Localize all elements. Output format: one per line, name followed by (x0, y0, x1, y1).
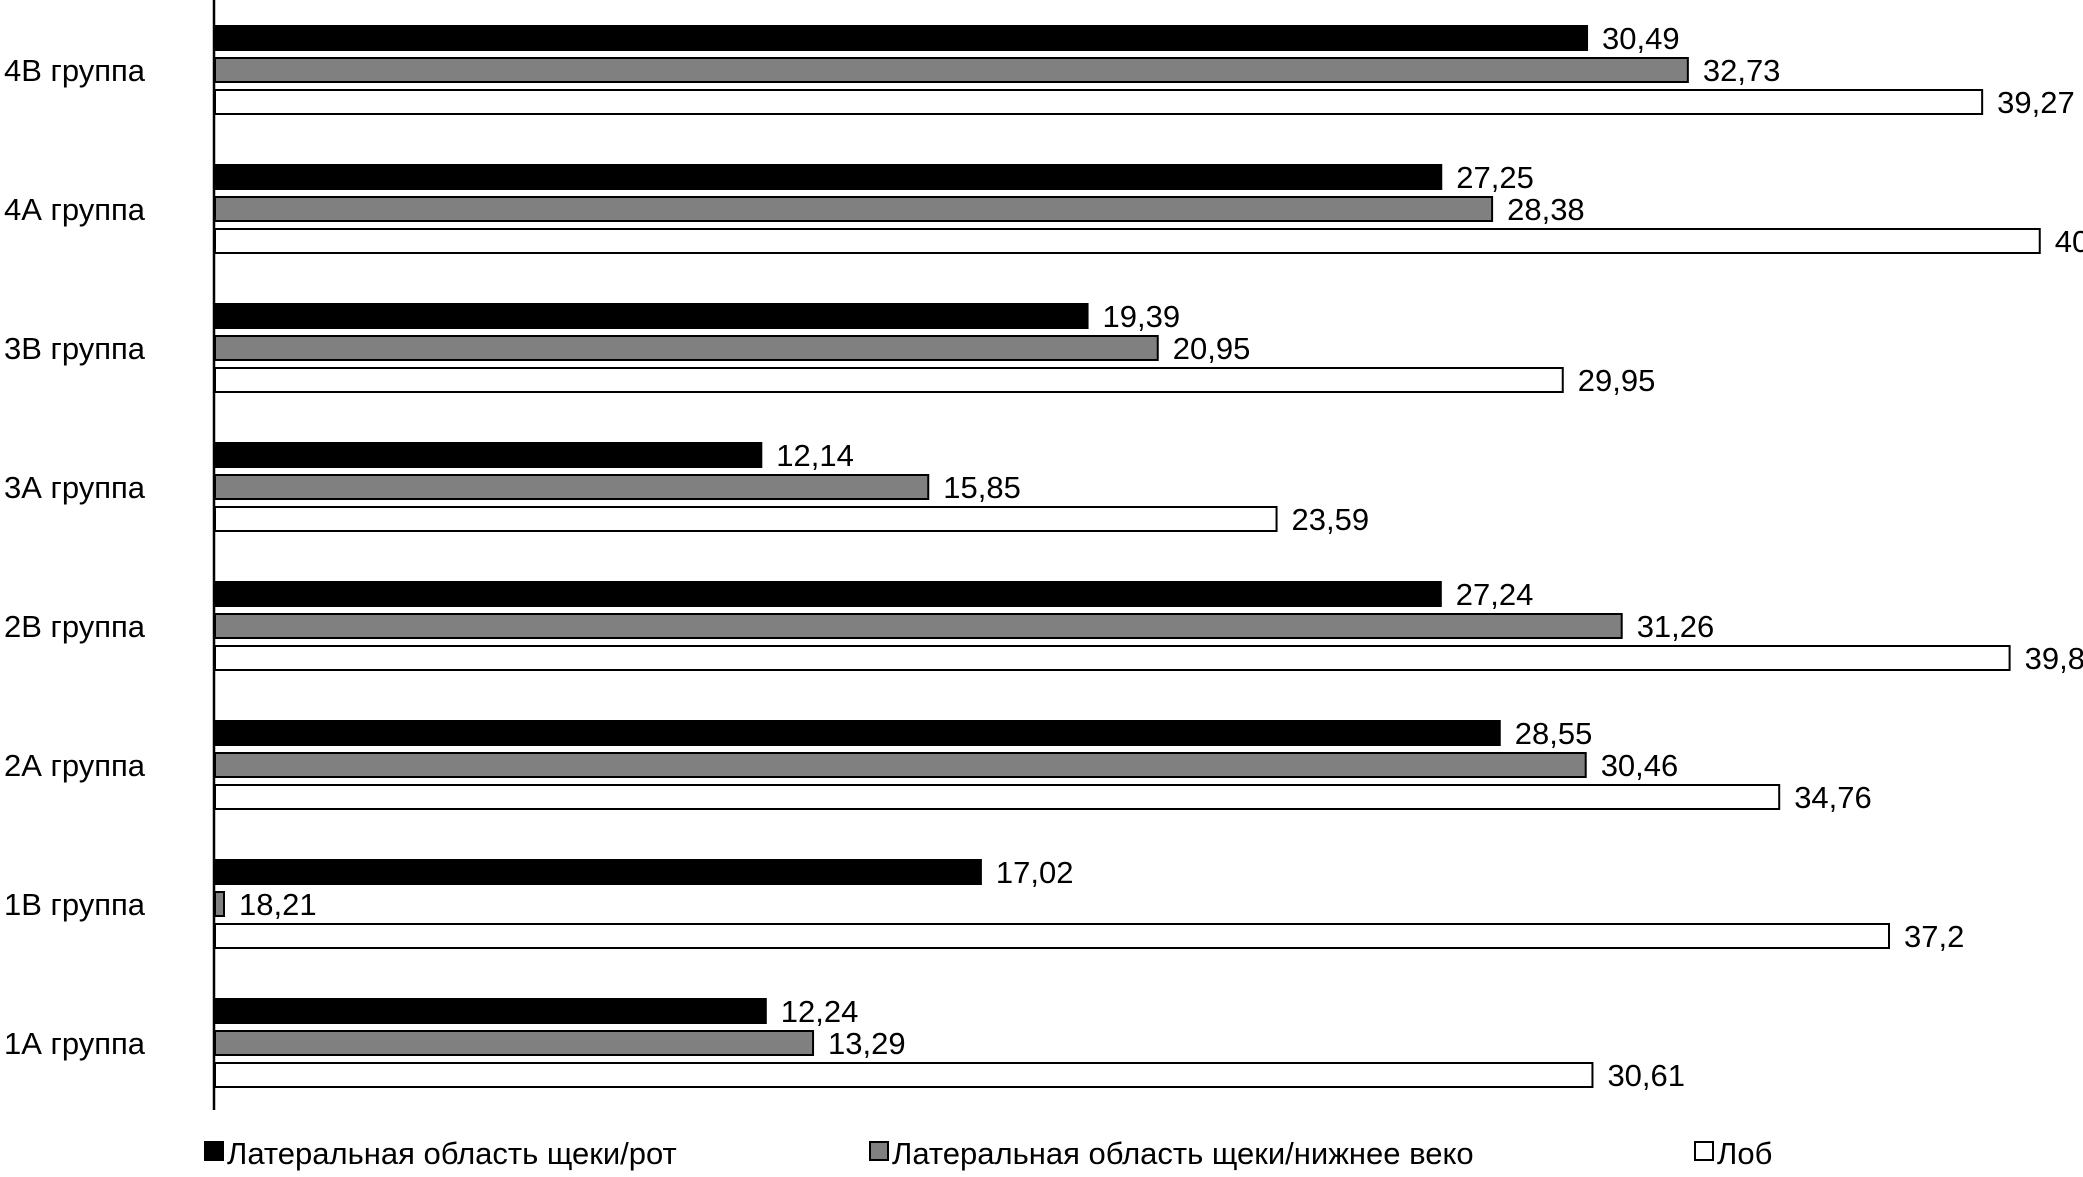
data-label: 20,95 (1173, 331, 1251, 366)
bar (214, 506, 1278, 532)
category-label: 3В группа (4, 331, 146, 366)
category-label: 2А группа (4, 748, 146, 783)
bar (214, 335, 1159, 361)
category-label: 2В группа (4, 609, 146, 644)
bar (214, 1062, 1594, 1088)
data-label: 12,14 (776, 438, 854, 473)
legend-label: Лоб (1717, 1136, 1772, 1171)
data-label: 19,39 (1103, 299, 1181, 334)
legend-label: Латеральная область щеки/рот (227, 1136, 677, 1171)
bar (214, 164, 1443, 190)
data-label: 15,85 (943, 470, 1021, 505)
data-label: 27,24 (1456, 577, 1534, 612)
bar (214, 859, 982, 885)
bar (214, 784, 1781, 810)
bar (214, 998, 767, 1024)
bar (214, 303, 1089, 329)
data-label: 30,49 (1602, 21, 1680, 56)
legend-swatch (869, 1141, 889, 1161)
bar (214, 228, 2041, 254)
category-label: 1А группа (4, 1026, 146, 1061)
data-label: 13,29 (828, 1026, 906, 1061)
category-label: 4В группа (4, 53, 146, 88)
category-label: 3А группа (4, 470, 146, 505)
bar (214, 891, 225, 917)
data-label: 28,55 (1515, 716, 1593, 751)
data-label: 39,88 (2025, 641, 2083, 676)
category-labels-layer: 4В группа 4А группа 3В группа 3А группа 2В г… (4, 53, 146, 1061)
bars-layer (214, 25, 2041, 1088)
bar (214, 442, 763, 468)
category-label: 1В группа (4, 887, 146, 922)
bar (214, 89, 1984, 115)
bar (214, 752, 1587, 778)
category-label: 4А группа (4, 192, 146, 227)
legend-label: Латеральная область щеки/нижнее веко (892, 1136, 1474, 1171)
bar (214, 474, 930, 500)
data-label: 32,73 (1703, 53, 1781, 88)
bar (214, 720, 1501, 746)
bar (214, 645, 2011, 671)
data-label: 37,2 (1904, 919, 1964, 954)
legend-swatch (1694, 1141, 1714, 1161)
data-label: 40,55 (2055, 224, 2083, 259)
bar (214, 196, 1494, 222)
bar (214, 1030, 815, 1056)
bar (214, 581, 1442, 607)
data-label: 18,21 (239, 887, 317, 922)
data-label: 30,61 (1607, 1058, 1685, 1093)
data-label: 17,02 (996, 855, 1074, 890)
bar (214, 57, 1689, 83)
bar (214, 25, 1589, 51)
data-label: 30,46 (1601, 748, 1679, 783)
data-label: 31,26 (1637, 609, 1715, 644)
legend: Латеральная область щеки/рот Латеральная … (204, 1136, 1772, 1171)
data-label: 27,25 (1456, 160, 1534, 195)
data-label: 12,24 (781, 994, 859, 1029)
data-label: 29,95 (1578, 363, 1656, 398)
legend-swatch (204, 1141, 224, 1161)
data-label: 28,38 (1507, 192, 1585, 227)
data-label: 34,76 (1794, 780, 1872, 815)
bar (214, 367, 1564, 393)
bar (214, 613, 1623, 639)
bar (214, 923, 1890, 949)
data-label: 39,27 (1997, 85, 2075, 120)
data-label: 23,59 (1292, 502, 1370, 537)
